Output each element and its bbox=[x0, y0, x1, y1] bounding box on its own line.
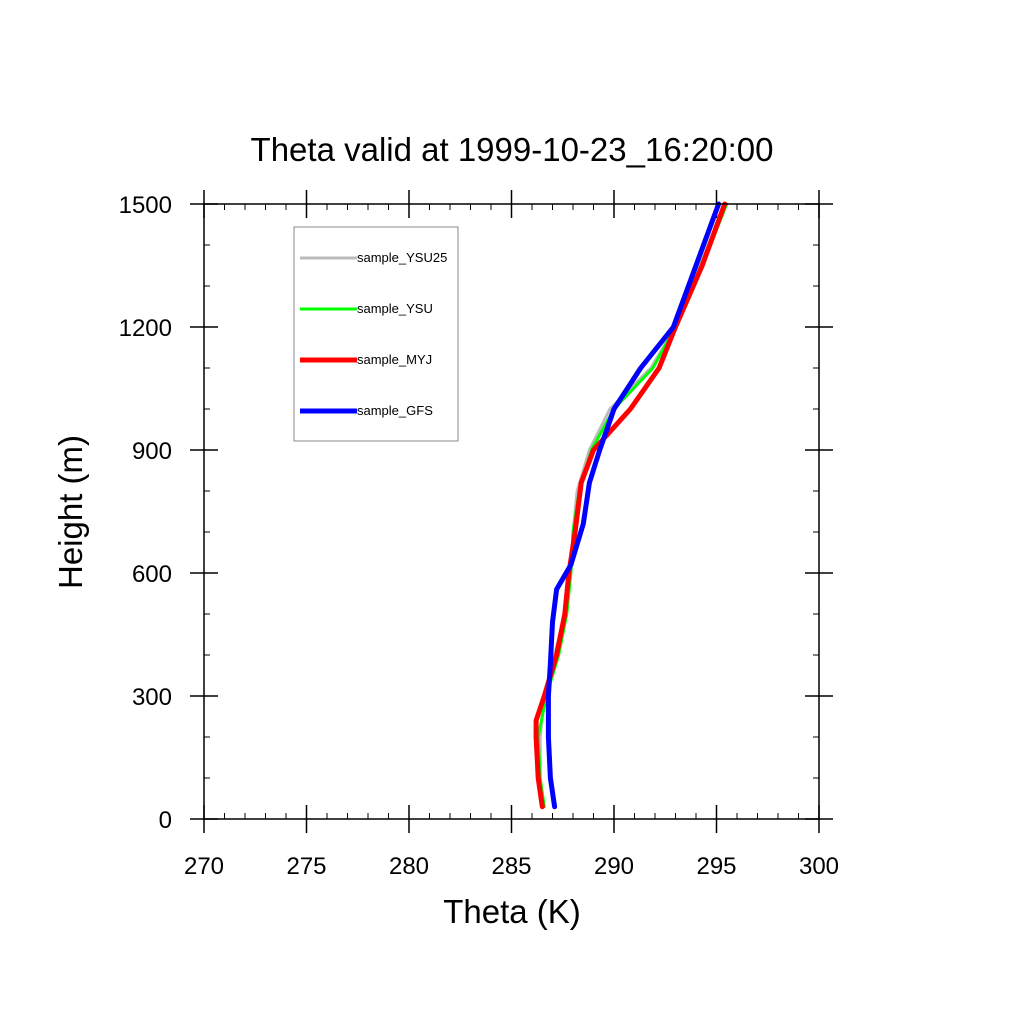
y-tick-label: 900 bbox=[132, 438, 172, 465]
x-axis-label: Theta (K) bbox=[443, 893, 581, 930]
x-tick-label: 280 bbox=[389, 853, 429, 880]
y-tick-label: 0 bbox=[159, 807, 172, 834]
y-tick-label: 300 bbox=[132, 684, 172, 711]
x-tick-label: 270 bbox=[184, 853, 224, 880]
x-tick-label: 290 bbox=[594, 853, 634, 880]
series-line-sample_YSU bbox=[536, 202, 729, 809]
series-lines bbox=[533, 201, 729, 810]
legend-label: sample_MYJ bbox=[357, 352, 432, 367]
legend-label: sample_YSU25 bbox=[357, 250, 447, 265]
y-tick-label: 1200 bbox=[119, 315, 172, 342]
legend: sample_YSU25 sample_YSU sample_MYJ sample_G… bbox=[293, 226, 459, 442]
x-tick-label: 285 bbox=[491, 853, 531, 880]
axis-ticks bbox=[190, 190, 833, 833]
x-tick-label: 300 bbox=[799, 853, 839, 880]
tick-labels: 270 275 280 285 290 295 300 0 300 600 900 1200 1500 bbox=[119, 192, 839, 880]
y-tick-label: 600 bbox=[132, 561, 172, 588]
series-line-sample_GFS bbox=[545, 201, 722, 810]
series-line-sample_MYJ bbox=[533, 201, 728, 810]
legend-label: sample_GFS bbox=[357, 403, 433, 418]
x-tick-label: 295 bbox=[696, 853, 736, 880]
legend-label: sample_YSU bbox=[357, 301, 433, 316]
legend-box bbox=[293, 226, 459, 442]
y-axis-label: Height (m) bbox=[52, 435, 89, 589]
plot-frame bbox=[203, 203, 820, 820]
series-line-sample_YSU25 bbox=[538, 202, 727, 809]
y-tick-label: 1500 bbox=[119, 192, 172, 219]
x-tick-label: 275 bbox=[286, 853, 326, 880]
chart-title: Theta valid at 1999-10-23_16:20:00 bbox=[251, 131, 774, 168]
